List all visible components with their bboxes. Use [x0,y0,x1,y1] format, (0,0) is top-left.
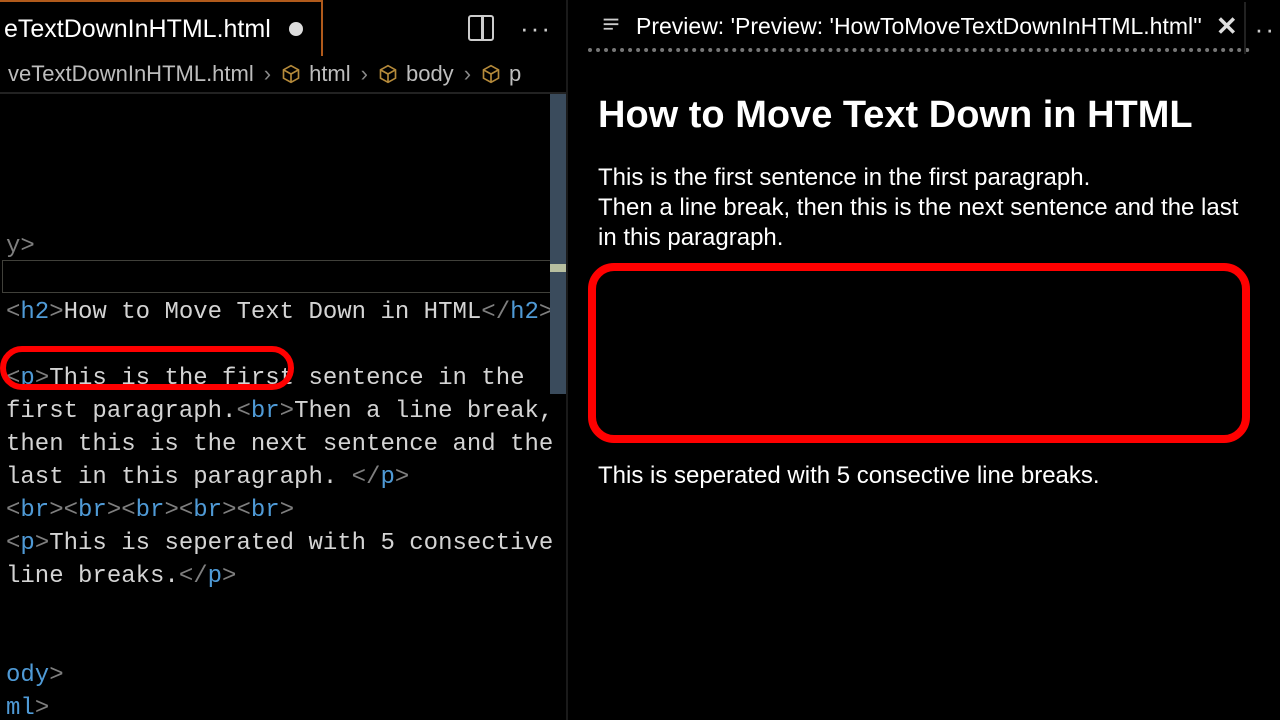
code-line[interactable]: last in this paragraph. </p> [6,461,566,494]
annotation-red-box-right [588,263,1250,443]
editor-tab-bar: eTextDownInHTML.html ··· [0,0,566,56]
split-editor-icon[interactable] [468,15,494,41]
preview-pane: Preview: 'Preview: 'HowToMoveTextDownInH… [568,0,1280,720]
close-icon[interactable]: ✕ [1216,11,1238,42]
chevron-right-icon: › [260,61,275,87]
preview-icon [600,15,622,37]
code-line[interactable]: <p>This is the first sentence in the [6,362,566,395]
breadcrumb-label: body [406,61,454,87]
more-actions-icon[interactable]: ··· [520,15,552,41]
preview-tab-label: Preview: 'Preview: 'HowToMoveTextDownInH… [636,13,1202,40]
breadcrumb-label: html [309,61,351,87]
code-editor[interactable]: y> <h2>How to Move Text Down in HTML</h2… [0,94,566,720]
breadcrumb-p[interactable]: p [475,61,527,87]
code-line[interactable]: first paragraph.<br>Then a line break, [6,395,566,428]
dirty-indicator-icon [289,22,303,36]
breadcrumb-file-label: veTextDownInHTML.html [8,61,254,87]
code-line[interactable] [6,593,566,626]
code-line[interactable]: y> [6,230,566,263]
file-tab[interactable]: eTextDownInHTML.html [0,0,323,56]
code-line[interactable] [6,329,566,362]
separator [1244,2,1246,54]
chevron-right-icon: › [460,61,475,87]
preview-tab[interactable]: Preview: 'Preview: 'HowToMoveTextDownInH… [588,5,1250,52]
code-line[interactable]: ody> [6,659,566,692]
code-line[interactable]: ml> [6,692,566,720]
file-tab-label: eTextDownInHTML.html [4,15,271,44]
preview-tab-bar: Preview: 'Preview: 'HowToMoveTextDownInH… [568,0,1280,56]
preview-p1-line2: Then a line break, then this is the next… [598,194,1238,251]
symbol-icon [481,64,501,84]
code-line[interactable]: <h2>How to Move Text Down in HTML</h2> [6,296,566,329]
breadcrumb-label: p [509,61,521,87]
preview-body: How to Move Text Down in HTML This is th… [568,56,1280,509]
more-actions-icon[interactable]: ·· [1255,16,1276,42]
chevron-right-icon: › [357,61,372,87]
scrollbar-thumb[interactable] [550,94,566,394]
preview-heading: How to Move Text Down in HTML [598,94,1250,137]
code-line[interactable] [6,626,566,659]
tab-actions: ··· [454,0,566,56]
code-line[interactable]: <br><br><br><br><br> [6,494,566,527]
code-line[interactable]: line breaks.</p> [6,560,566,593]
editor-pane: eTextDownInHTML.html ··· veTextDownInHTM… [0,0,568,720]
code-line[interactable]: then this is the next sentence and the [6,428,566,461]
scrollbar-overview[interactable] [550,94,566,720]
app-root: eTextDownInHTML.html ··· veTextDownInHTM… [0,0,1280,720]
breadcrumb[interactable]: veTextDownInHTML.html › html › body › [0,56,566,94]
code-line[interactable] [6,263,566,296]
breadcrumb-html[interactable]: html [275,61,357,87]
symbol-icon [378,64,398,84]
code-line[interactable]: <p>This is seperated with 5 consective [6,527,566,560]
symbol-icon [281,64,301,84]
breadcrumb-body[interactable]: body [372,61,460,87]
preview-paragraph-1: This is the first sentence in the first … [598,163,1250,253]
breadcrumb-file[interactable]: veTextDownInHTML.html [2,61,260,87]
preview-p1-line1: This is the first sentence in the first … [598,164,1090,191]
preview-paragraph-2: This is seperated with 5 consective line… [598,461,1250,491]
scrollbar-mark [550,264,566,272]
